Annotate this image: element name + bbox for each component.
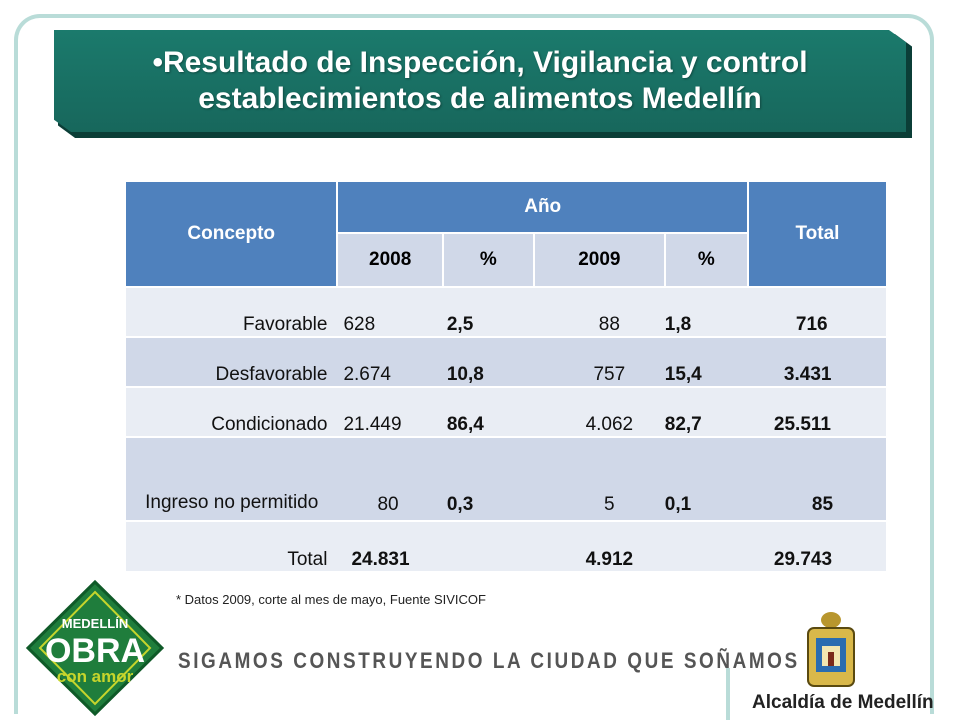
cell-2008: 24.831 [337, 520, 443, 571]
cell-2009: 88 [533, 286, 665, 337]
cell-pct-2009: 0,1 [664, 436, 748, 521]
cell-total: 85 [747, 436, 886, 521]
cell-total: 716 [747, 286, 886, 337]
table-row: Condicionado 21.449 86,4 4.062 82,7 25.5… [126, 386, 886, 437]
slide-title: •Resultado de Inspección, Vigilancia y c… [152, 46, 808, 115]
frame-divider [726, 668, 730, 720]
slogan: SIGAMOS CONSTRUYENDO LA CIUDAD QUE SOÑAM… [178, 648, 800, 673]
cell-pct-2008: 0,3 [442, 436, 534, 521]
cell-concepto: Ingreso no permitido [126, 436, 338, 521]
cell-concepto: Total [126, 520, 338, 571]
cell-2009: 4.062 [533, 386, 665, 437]
cell-pct-2008: 2,5 [442, 286, 534, 337]
col-header-total: Total [746, 180, 886, 287]
cell-2008: 2.674 [337, 336, 443, 387]
medellin-logo-icon: MEDELLÍN OBRA con amor [25, 579, 165, 717]
cell-total: 25.511 [747, 386, 886, 437]
city-crest-icon [807, 612, 855, 687]
cell-pct-2009 [664, 520, 748, 571]
col-header-concepto: Concepto [126, 180, 338, 287]
subheader-2008: 2008 [336, 232, 444, 288]
inspection-table: Concepto Año Total 2008 % 2009 % Favorab… [126, 180, 886, 571]
cell-pct-2009: 82,7 [664, 386, 748, 437]
frame-edge [14, 560, 18, 660]
cell-2008: 628 [337, 286, 443, 337]
footnote: * Datos 2009, corte al mes de mayo, Fuen… [176, 592, 486, 607]
cell-2008: 21.449 [337, 386, 443, 437]
logo-line2: OBRA [45, 632, 145, 670]
cell-concepto: Desfavorable [126, 336, 338, 387]
cell-pct-2008: 10,8 [442, 336, 534, 387]
table-row: Ingreso no permitido 80 0,3 5 0,1 85 [126, 436, 886, 521]
subheader-pct-2008: % [441, 232, 535, 288]
table-row: Total 24.831 4.912 29.743 [126, 520, 886, 571]
subheader-2009: 2009 [532, 232, 666, 288]
cell-pct-2008: 86,4 [442, 386, 534, 437]
cell-total: 3.431 [747, 336, 886, 387]
cell-2009: 5 [533, 436, 665, 521]
cell-2009: 757 [533, 336, 665, 387]
institution-name: Alcaldía de Medellín [752, 692, 934, 713]
logo-line3: con amor [57, 667, 134, 686]
cell-concepto: Favorable [126, 286, 338, 337]
cell-concepto: Condicionado [126, 386, 338, 437]
subheader-pct-2009: % [663, 232, 749, 288]
cell-2008: 80 [337, 436, 443, 521]
cell-pct-2009: 15,4 [664, 336, 748, 387]
col-header-anio: Año [336, 180, 748, 233]
title-banner: •Resultado de Inspección, Vigilancia y c… [54, 30, 906, 132]
table-row: Favorable 628 2,5 88 1,8 716 [126, 286, 886, 337]
logo-line1: MEDELLÍN [62, 616, 128, 631]
cell-pct-2009: 1,8 [664, 286, 748, 337]
cell-total: 29.743 [747, 520, 886, 571]
slide-frame [14, 14, 934, 714]
table-row: Desfavorable 2.674 10,8 757 15,4 3.431 [126, 336, 886, 387]
cell-2009: 4.912 [533, 520, 665, 571]
cell-pct-2008 [442, 520, 534, 571]
